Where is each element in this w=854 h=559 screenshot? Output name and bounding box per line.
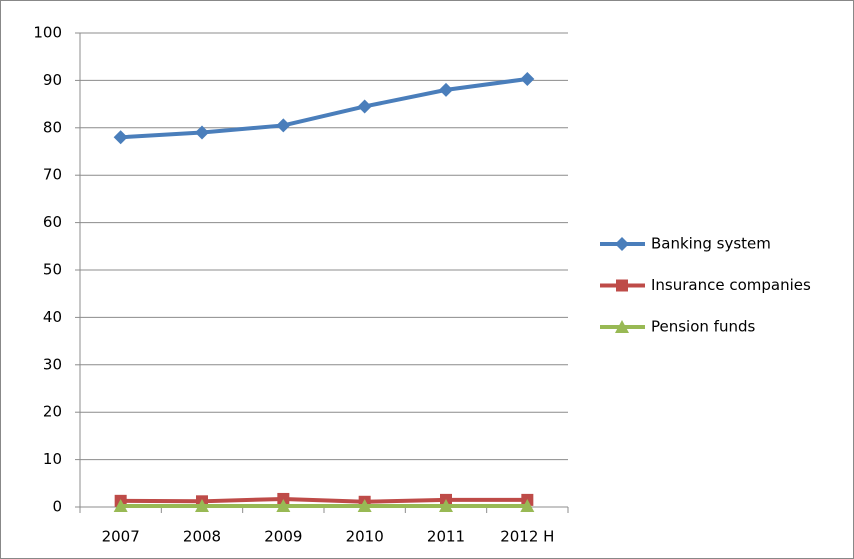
series-line xyxy=(120,76,528,140)
marker xyxy=(113,130,128,145)
y-tick-label: 30 xyxy=(43,355,62,373)
y-tick-label: 90 xyxy=(43,71,62,89)
x-tick-label: 2012 H xyxy=(500,528,554,546)
marker xyxy=(276,499,291,513)
y-tick-label: 60 xyxy=(43,213,62,231)
marker xyxy=(277,492,290,505)
x-tick-label: 2010 xyxy=(346,528,384,546)
y-tick-label: 70 xyxy=(43,166,62,184)
marker xyxy=(520,499,535,513)
marker xyxy=(520,71,535,86)
y-tick-label: 50 xyxy=(43,261,62,279)
y-tick-label: 10 xyxy=(43,450,62,468)
legend-label: Banking system xyxy=(651,235,771,253)
marker xyxy=(357,99,372,114)
marker xyxy=(276,118,291,133)
marker xyxy=(195,125,209,140)
x-tick-label: 2011 xyxy=(427,528,465,546)
marker xyxy=(195,499,209,513)
x-tick-label: 2009 xyxy=(264,528,302,546)
x-tick-label: 2007 xyxy=(102,528,140,546)
marker xyxy=(357,499,372,513)
legend-label: Insurance companies xyxy=(651,276,811,294)
legend-label: Pension funds xyxy=(651,318,755,336)
y-tick-label: 0 xyxy=(52,498,62,516)
series-line xyxy=(120,496,528,504)
y-tick-label: 20 xyxy=(43,403,62,421)
marker xyxy=(113,499,128,513)
y-tick-label: 80 xyxy=(43,118,62,136)
marker xyxy=(439,82,453,97)
y-tick-label: 100 xyxy=(33,24,62,42)
marker xyxy=(439,499,453,513)
marker xyxy=(615,237,629,251)
marker xyxy=(615,320,629,333)
x-tick-label: 2008 xyxy=(183,528,221,546)
marker xyxy=(616,279,628,292)
y-tick-label: 40 xyxy=(43,308,62,326)
